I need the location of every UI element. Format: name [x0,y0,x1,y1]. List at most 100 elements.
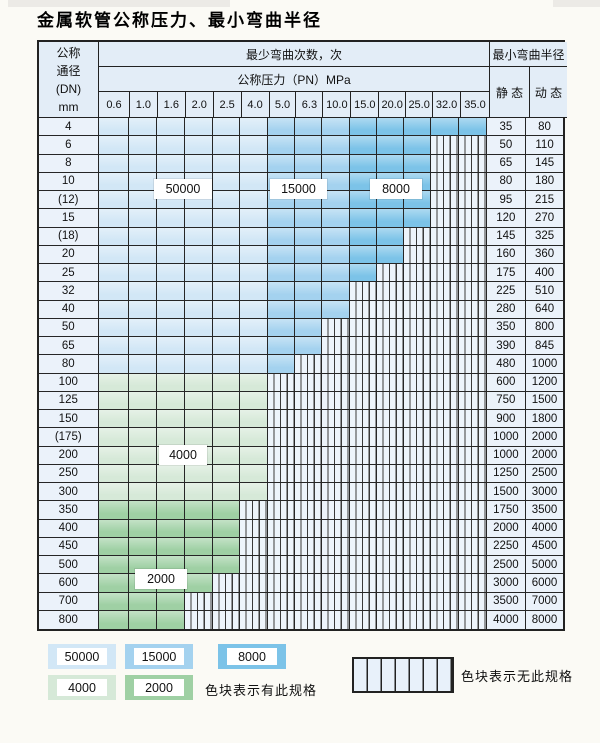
legend-swatch-50000: 50000 [48,644,116,669]
no-spec-cell [458,391,487,410]
static-radius-cell: 2000 [486,519,527,538]
dn-cell: 150 [39,410,99,429]
no-spec-cell [295,574,322,593]
spec-cell-g4000 [157,464,185,483]
no-spec-cell [377,519,405,538]
static-radius-cell: 2250 [486,537,527,556]
spec-cell-b50000 [129,136,158,155]
spec-cell-b15000 [268,154,295,173]
no-spec-cell [430,245,459,264]
no-spec-cell [430,264,459,283]
no-spec-cell [458,172,487,191]
table-row: 350 1750 3500 [39,501,563,520]
spec-cell-g2000 [157,592,185,611]
no-spec-cell [404,464,431,483]
spec-cell-b50000 [157,355,185,374]
dynamic-radius-cell: 7000 [526,592,563,611]
static-radius-cell: 750 [486,391,527,410]
spec-cell-b50000 [212,227,241,246]
spec-cell-g2000 [98,592,130,611]
spec-cell-b8000 [404,118,431,137]
spec-cell-b50000 [184,209,213,228]
spec-cell-g4000 [129,428,158,447]
no-spec-cell [349,574,378,593]
static-radius-cell: 160 [486,245,527,264]
dn-header-line: mm [58,99,79,114]
no-spec-cell [268,410,295,429]
dynamic-radius-cell: 640 [526,300,563,319]
spec-cell-b15000 [321,136,350,155]
static-radius-cell: 480 [486,355,527,374]
spec-cell-b50000 [240,282,269,301]
no-spec-cell [430,373,459,392]
spec-cell-g4000 [240,410,269,429]
spec-cell-b50000 [157,318,185,337]
no-spec-cell [349,446,378,465]
no-spec-cell [268,556,295,575]
dynamic-radius-cell: 360 [526,245,563,264]
no-spec-cell [377,300,405,319]
spec-cell-g2000 [184,519,213,538]
no-spec-cell [268,446,295,465]
table-row: 500 2500 5000 [39,556,563,575]
spec-cell-g2000 [129,592,158,611]
no-spec-cell [321,592,350,611]
spec-cell-b15000 [268,209,295,228]
spec-cell-b50000 [129,227,158,246]
scan-artifact-right [553,0,600,7]
spec-cell-b50000 [212,136,241,155]
no-spec-cell [404,610,431,629]
dynamic-radius-cell: 3000 [526,483,563,502]
spec-cell-b15000 [295,209,322,228]
spec-cell-b50000 [240,227,269,246]
spec-cell-b50000 [157,136,185,155]
spec-cell-b50000 [240,191,269,210]
no-spec-cell [295,501,322,520]
no-spec-cell [404,391,431,410]
spec-cell-b50000 [212,154,241,173]
no-spec-cell [240,519,269,538]
pressure-col-header: 35.0 [461,92,489,117]
spec-cell-g2000 [212,556,241,575]
spec-cell-g4000 [98,410,130,429]
static-radius-cell: 3500 [486,592,527,611]
no-spec-cell [212,592,241,611]
no-spec-cell [349,373,378,392]
static-radius-cell: 1250 [486,464,527,483]
no-spec-cell [458,300,487,319]
no-spec-cell [404,318,431,337]
no-spec-cell [295,428,322,447]
spec-cell-g2000 [184,501,213,520]
spec-cell-b50000 [129,355,158,374]
no-spec-cell [240,610,269,629]
spec-cell-g2000 [98,519,130,538]
spec-cell-b50000 [129,300,158,319]
dynamic-radius-cell: 145 [526,154,563,173]
no-spec-cell [458,318,487,337]
no-spec-cell [430,136,459,155]
dn-cell: 350 [39,501,99,520]
dn-cell: 25 [39,264,99,283]
spec-cell-b50000 [212,191,241,210]
spec-cell-g2000 [129,537,158,556]
no-spec-cell [295,391,322,410]
pressure-col-header: 6.3 [296,92,324,117]
spec-cell-b15000 [295,318,322,337]
table-row: 700 3500 7000 [39,592,563,611]
no-spec-cell [349,428,378,447]
no-spec-cell [458,209,487,228]
dn-cell: 250 [39,464,99,483]
pressure-value-headers: 0.6 1.0 1.6 2.0 2.5 4.0 5.0 6.3 10.0 15.0 20.0 25.0… [99,92,490,118]
spec-cell-b50000 [184,245,213,264]
dynamic-radius-cell: 800 [526,318,563,337]
spec-cell-b8000 [349,227,378,246]
spec-cell-b50000 [240,245,269,264]
spec-cell-b50000 [98,154,130,173]
spec-cell-g2000 [98,501,130,520]
no-spec-cell [377,446,405,465]
dn-cell: 125 [39,391,99,410]
table-row: 800 4000 8000 [39,610,563,629]
no-spec-cell [349,391,378,410]
spec-cell-b50000 [157,245,185,264]
pressure-header: 公称压力（PN）MPa [99,67,490,92]
